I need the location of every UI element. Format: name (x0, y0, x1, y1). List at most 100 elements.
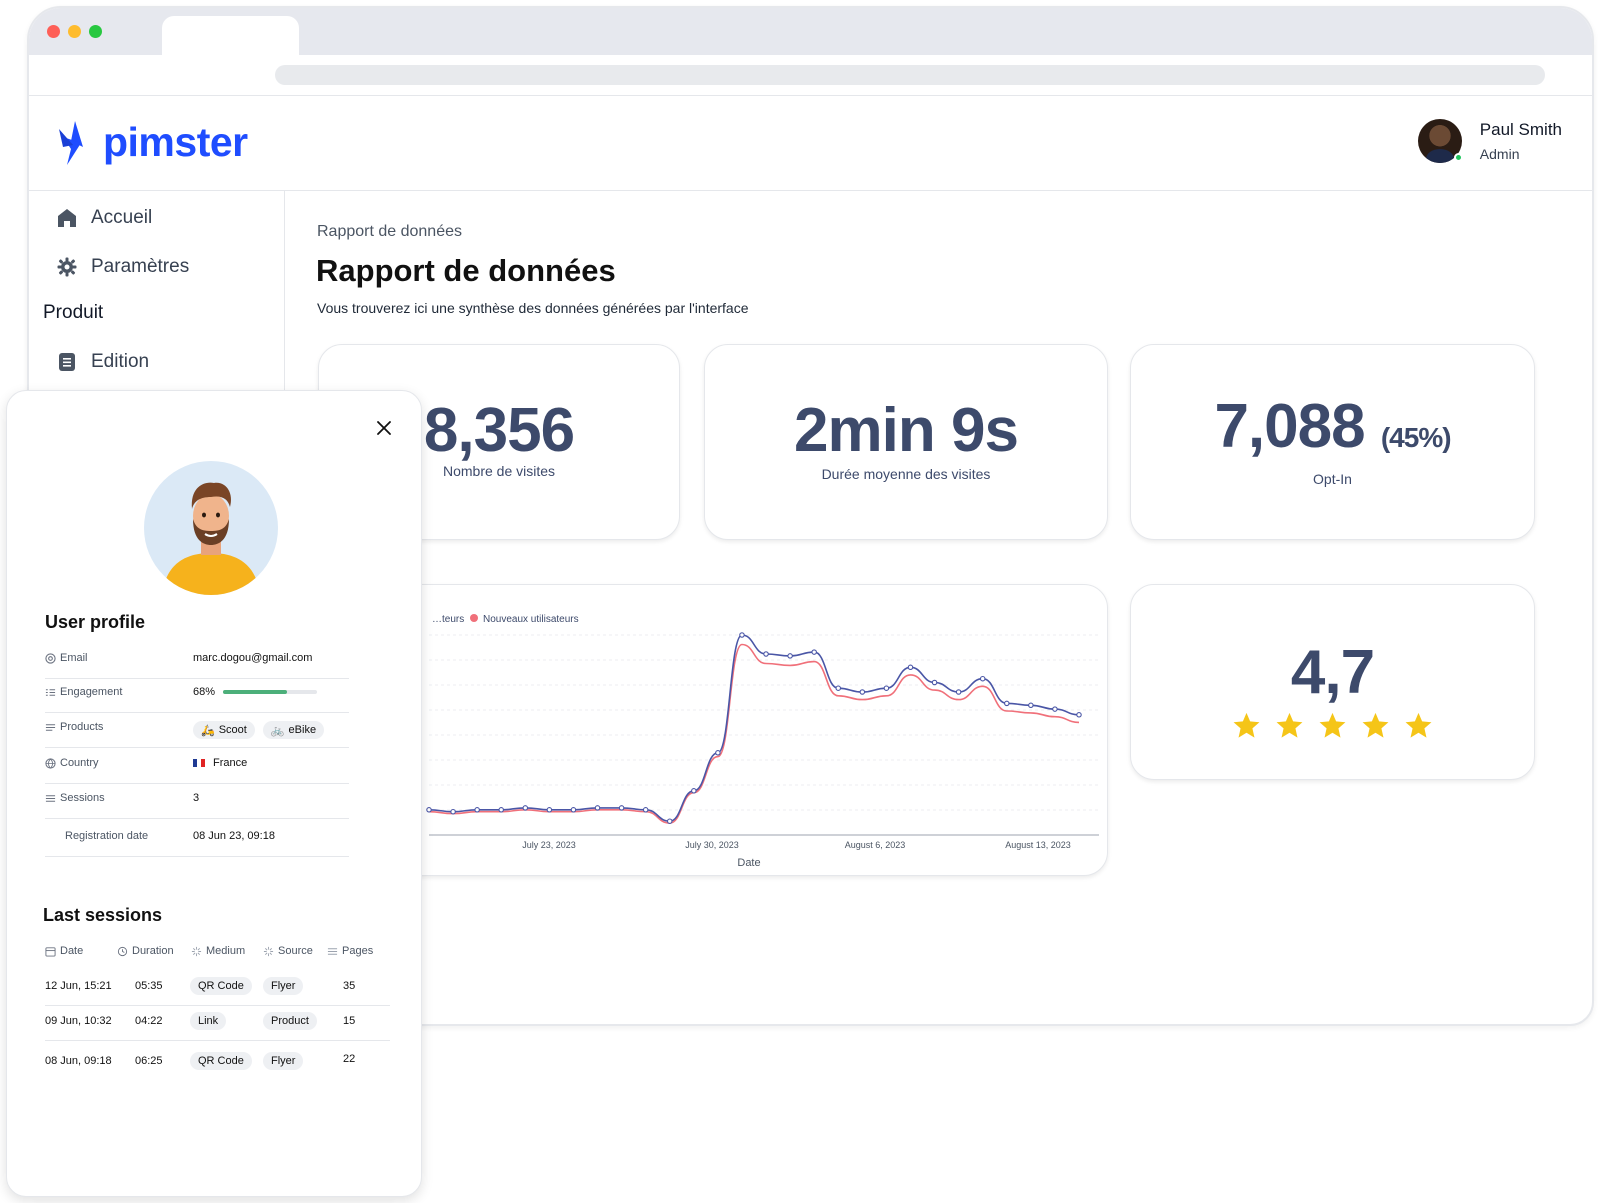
series-point (763, 651, 769, 657)
stat-visits-number: 8,356 (423, 396, 575, 465)
sidebar-item-accueil[interactable]: Accueil (57, 207, 152, 229)
address-bar[interactable] (275, 65, 1545, 85)
product-chip-scoot[interactable]: 🛵 Scoot (193, 721, 255, 739)
bicycle-icon: 🚲 (270, 724, 285, 737)
document-icon (59, 353, 75, 371)
x-axis-label: Date (737, 857, 760, 869)
series-point (474, 807, 480, 813)
session-source-chip: Flyer (263, 1052, 304, 1070)
series-point (907, 664, 914, 671)
col-duration-label: Duration (132, 945, 174, 957)
profile-registration: 08 Jun 23, 09:18 (193, 830, 275, 842)
x-tick-label: July 30, 2023 (685, 840, 739, 850)
session-date: 08 Jun, 09:18 (45, 1055, 112, 1067)
lines-icon (45, 794, 56, 802)
logo-text: pimster (103, 119, 248, 165)
profile-key-email-label: Email (60, 652, 88, 664)
browser-titlebar (29, 8, 1592, 61)
close-icon[interactable] (375, 419, 393, 437)
lines-icon (45, 723, 56, 731)
sessions-table-header: Date Duration Medium Source Pages (45, 945, 390, 965)
x-tick-label: August 13, 2023 (1005, 840, 1071, 850)
series-point (715, 750, 721, 756)
session-source-chip: Product (263, 1012, 317, 1030)
stat-optin-percent: (45%) (1380, 422, 1452, 453)
profile-key-email: Email (45, 652, 88, 664)
series-point (522, 805, 529, 811)
x-tick-label: August 6, 2023 (845, 840, 906, 850)
star-icon (1319, 712, 1346, 738)
star-icon (1405, 712, 1432, 738)
col-duration: Duration (117, 945, 174, 957)
col-date-label: Date (60, 945, 84, 957)
rating-stars (1131, 711, 1534, 740)
online-status-icon (1453, 153, 1463, 162)
session-date: 09 Jun, 10:32 (45, 1015, 112, 1027)
close-window-button[interactable] (47, 25, 60, 38)
series-point (1076, 712, 1082, 718)
series-point (1028, 702, 1034, 709)
col-medium: Medium (191, 945, 245, 957)
clock-icon (117, 946, 128, 956)
profile-row-products: Products 🛵 Scoot 🚲 eBike (45, 712, 349, 748)
session-row[interactable]: 12 Jun, 15:21 05:35 QR Code Flyer 35 (45, 970, 390, 1006)
profile-row-engagement: Engagement 68% (45, 677, 349, 713)
profile-row-sessions: Sessions 3 (45, 783, 349, 819)
col-source: Source (263, 945, 313, 957)
series-point (1004, 700, 1010, 707)
profile-key-engagement: Engagement (45, 686, 122, 698)
rating-card: 4,7 (1130, 584, 1535, 780)
profile-key-country: Country (45, 757, 99, 769)
main-content: Rapport de données Rapport de données Vo… (315, 191, 1592, 1024)
series-point (498, 807, 504, 813)
profile-row-email: Email marc.dogou@gmail.com (45, 643, 349, 679)
star-icon (1276, 712, 1303, 738)
list-check-icon (45, 688, 56, 696)
session-row[interactable]: 08 Jun, 09:18 06:25 QR Code Flyer 22 (45, 1045, 390, 1081)
profile-email: marc.dogou@gmail.com (193, 652, 313, 664)
sidebar-item-label: Edition (91, 351, 150, 372)
sidebar-item-parametres[interactable]: Paramètres (57, 256, 189, 278)
series-point (570, 807, 577, 813)
legend-label: Nouveaux utilisateurs (483, 614, 579, 625)
home-icon (58, 209, 76, 227)
user-menu[interactable]: Paul Smith Admin (1417, 119, 1562, 163)
series-point (450, 808, 456, 815)
breadcrumb[interactable]: Rapport de données (317, 223, 462, 240)
profile-key-engagement-label: Engagement (60, 686, 123, 698)
rating-value: 4,7 (1290, 638, 1375, 707)
series-point (546, 807, 553, 813)
maximize-window-button[interactable] (89, 25, 102, 38)
line-chart: July 23, 2023 July 30, 2023 August 6, 2023… (426, 614, 1099, 869)
logo[interactable]: pimster (59, 119, 248, 166)
stat-card-duration: 2min 9s Durée moyenne des visites (704, 344, 1108, 540)
series-point (691, 788, 697, 794)
browser-tab[interactable] (162, 16, 299, 61)
sidebar-item-edition[interactable]: Edition (57, 351, 149, 373)
profile-key-products: Products (45, 721, 103, 733)
user-avatar-wrap (1417, 119, 1463, 163)
stat-label-duration: Durée moyenne des visites (821, 466, 991, 482)
sidebar-section-produit: Produit (43, 302, 104, 323)
minimize-window-button[interactable] (68, 25, 81, 38)
session-row[interactable]: 09 Jun, 10:32 04:22 Link Product 15 (45, 1005, 390, 1041)
star-icon (1233, 712, 1260, 738)
series-point (618, 805, 625, 811)
profile-key-sessions: Sessions (45, 792, 105, 804)
session-medium-chip: QR Code (190, 1052, 252, 1070)
lines-icon (327, 947, 338, 955)
series-point (883, 685, 890, 691)
series-point (594, 805, 601, 811)
profile-title: User profile (45, 612, 146, 632)
product-chip-ebike[interactable]: 🚲 eBike (262, 721, 325, 739)
series-point (931, 679, 938, 686)
user-name: Paul Smith (1479, 120, 1562, 139)
series-line-new-users (428, 643, 1080, 824)
france-flag-icon (193, 759, 205, 767)
series-line-users (428, 634, 1080, 823)
page-title: Rapport de données (316, 253, 616, 288)
calendar-icon (45, 946, 56, 957)
x-tick-label: July 23, 2023 (522, 840, 576, 850)
stat-card-optin: 7,088 (45%) Opt-In (1130, 344, 1535, 540)
session-duration: 05:35 (135, 980, 163, 992)
